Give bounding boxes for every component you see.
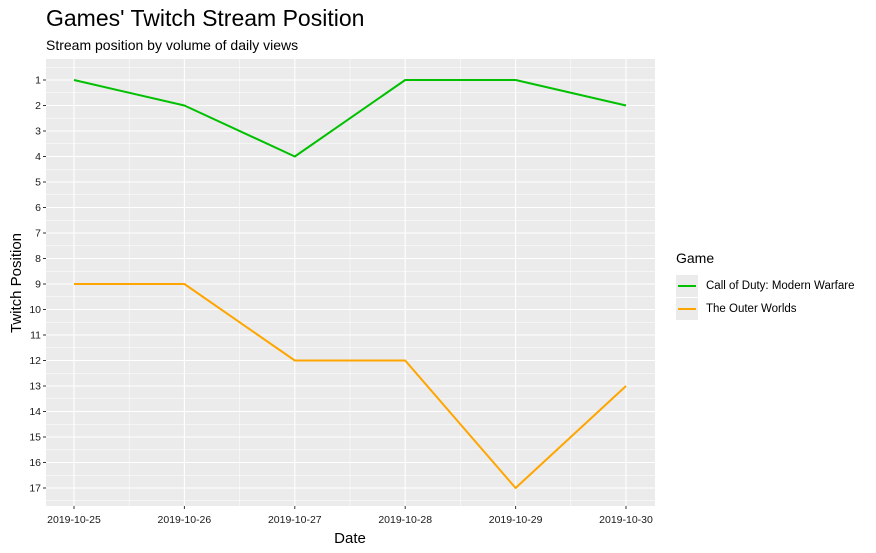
x-tick-label: 2019-10-29: [489, 514, 543, 526]
y-tick-label: 11: [30, 330, 41, 342]
y-tick-label: 13: [29, 381, 41, 393]
x-tick-label: 2019-10-27: [268, 514, 322, 526]
legend-label-call-of-duty: Call of Duty: Modern Warfare: [706, 279, 855, 292]
legend-item-call-of-duty: Call of Duty: Modern Warfare: [676, 274, 854, 297]
x-tick-label: 2019-10-30: [599, 514, 653, 526]
y-tick-label: 4: [35, 151, 41, 163]
y-tick-label: 3: [35, 126, 41, 138]
y-tick-label: 16: [29, 457, 41, 469]
y-tick-label: 15: [29, 432, 41, 444]
y-tick-label: 6: [35, 202, 41, 214]
chart-subtitle: Stream position by volume of daily views: [46, 37, 299, 53]
y-tick-label: 14: [29, 406, 41, 418]
y-tick-label: 10: [29, 304, 41, 316]
y-tick-label: 2: [35, 100, 41, 112]
x-axis: 2019-10-25 2019-10-26 2019-10-27 2019-10-28…: [47, 506, 653, 526]
legend-key-outer-worlds: [676, 297, 698, 320]
y-tick-label: 17: [29, 483, 41, 495]
y-tick-label: 9: [35, 279, 41, 291]
legend: Game Call of Duty: Modern Warfare The Ou…: [676, 250, 854, 320]
y-tick-label: 1: [35, 75, 41, 87]
y-tick-label: 12: [29, 355, 41, 367]
y-axis-title: Twitch Position: [8, 233, 25, 333]
series-line-0: [73, 79, 627, 158]
y-tick-label: 7: [35, 228, 41, 240]
x-tick-label: 2019-10-25: [47, 514, 101, 526]
legend-key-call-of-duty: [676, 274, 698, 297]
y-tick-label: 5: [35, 177, 41, 189]
legend-item-outer-worlds: The Outer Worlds: [676, 297, 854, 320]
legend-label-outer-worlds: The Outer Worlds: [706, 302, 797, 315]
plot-panel: [46, 59, 655, 506]
y-tick-label: 8: [35, 253, 41, 265]
x-tick-label: 2019-10-28: [378, 514, 432, 526]
legend-title: Game: [676, 250, 715, 266]
chart-title: Games' Twitch Stream Position: [46, 5, 365, 31]
x-tick-label: 2019-10-26: [158, 514, 212, 526]
series-line-1: [74, 283, 627, 489]
x-axis-title: Date: [334, 530, 366, 547]
series-lines: [73, 79, 627, 489]
